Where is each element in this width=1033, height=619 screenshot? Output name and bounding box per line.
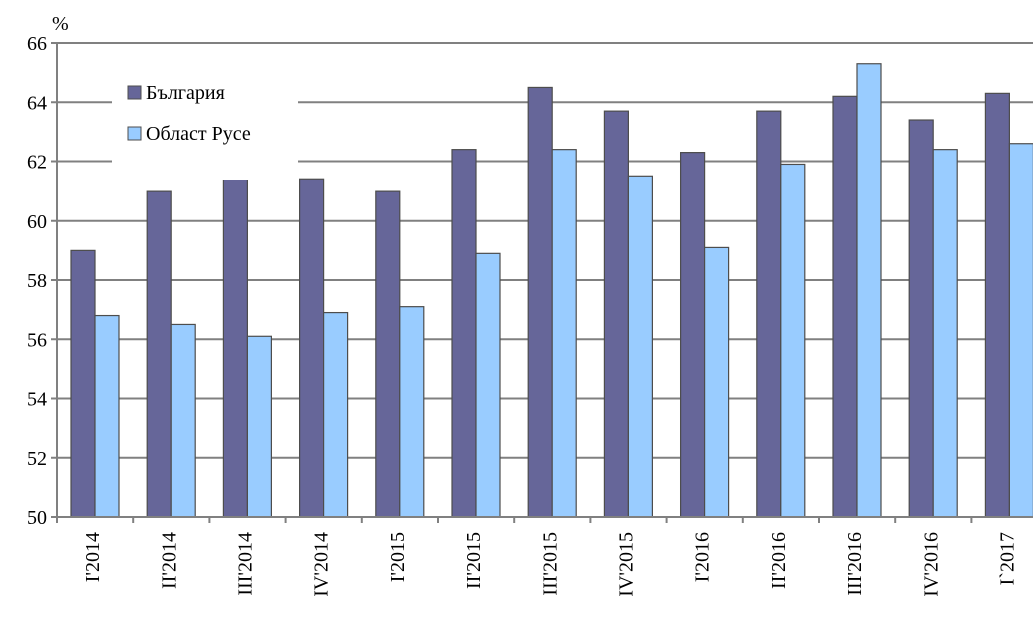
x-tick-label: III'2016: [844, 532, 866, 596]
x-tick-label: IV'2014: [311, 532, 333, 597]
x-tick-label: I`2017: [997, 532, 1019, 585]
bar-bulgaria: [299, 178, 325, 518]
x-tick-label: I'2014: [82, 532, 104, 582]
bar-bulgaria: [222, 152, 248, 518]
x-tick-label: I'2016: [692, 532, 714, 582]
bar-ruse: [703, 246, 730, 518]
bar-ruse: [1008, 143, 1033, 518]
bar-ruse: [932, 149, 958, 518]
bar-ruse: [323, 311, 349, 518]
y-tick-label: 60: [27, 211, 47, 233]
bars: [70, 63, 1033, 518]
x-tick-label: IV'2015: [616, 532, 638, 597]
bar-bulgaria: [70, 249, 96, 518]
bar-bulgaria: [679, 152, 706, 518]
bar-ruse: [94, 314, 120, 518]
legend-background: [112, 72, 298, 180]
y-tick-label: 56: [27, 329, 47, 351]
bar-ruse: [246, 335, 272, 518]
legend-label: Област Русе: [146, 123, 251, 145]
legend-label: България: [146, 82, 225, 104]
y-tick-label: 62: [27, 152, 47, 174]
bar-bulgaria: [451, 149, 477, 518]
y-tick-label: 50: [27, 507, 47, 529]
legend-swatch: [127, 126, 142, 141]
bar-bulgaria: [832, 95, 858, 518]
y-tick-label: 58: [27, 270, 47, 292]
bar-bulgaria: [527, 86, 553, 518]
bar-bulgaria: [908, 119, 934, 518]
bar-bulgaria: [375, 190, 401, 518]
y-tick-label: 54: [27, 389, 47, 411]
bar-ruse: [399, 306, 425, 518]
y-tick-label: 52: [27, 448, 47, 470]
x-tick-label: IV'2016: [920, 532, 942, 597]
y-axis-unit-label: %: [52, 13, 69, 35]
y-tick-label: 64: [27, 92, 47, 114]
bar-bulgaria: [984, 92, 1011, 518]
bar-bulgaria: [146, 190, 172, 518]
bar-ruse: [170, 323, 196, 518]
legend: България Област Русе: [112, 72, 298, 180]
axes: 50 52 54 56 58 60 62 64 66 I'2014 II'2014 III'2014 I…: [27, 33, 1033, 597]
x-tick-label: I'2015: [387, 532, 409, 582]
bar-bulgaria: [603, 110, 630, 518]
bar-ruse: [856, 63, 882, 518]
bar-ruse: [475, 252, 501, 518]
legend-swatch: [127, 85, 142, 100]
bar-ruse: [780, 163, 806, 518]
x-tick-label: II'2015: [463, 532, 485, 589]
bar-ruse: [627, 175, 654, 518]
y-tick-label: 66: [27, 33, 47, 55]
bar-bulgaria: [756, 110, 782, 518]
bar-ruse: [551, 149, 577, 518]
x-tick-label: II'2016: [768, 532, 790, 589]
x-tick-label: III'2015: [539, 532, 561, 596]
x-tick-label: III'2014: [235, 532, 257, 596]
x-tick-label: II'2014: [158, 532, 180, 589]
